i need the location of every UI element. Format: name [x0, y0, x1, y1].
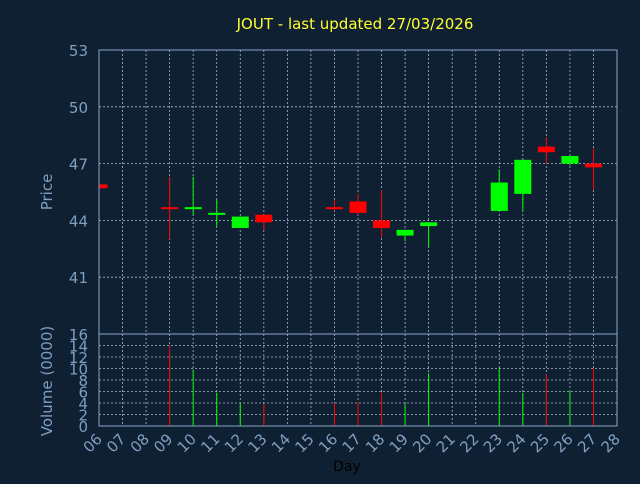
- volume-y-tick-label: 4: [78, 395, 88, 413]
- volume-y-tick-label: 14: [69, 338, 88, 356]
- x-tick-label: 20: [409, 430, 435, 456]
- volume-y-tick-label: 12: [69, 349, 88, 367]
- candle-body: [161, 207, 179, 210]
- x-tick-label: 24: [503, 430, 529, 456]
- volume-bars: [169, 345, 594, 426]
- candle-body: [373, 220, 391, 228]
- x-tick-label: 28: [598, 430, 624, 456]
- price-y-tick-label: 47: [69, 156, 88, 174]
- candle-body: [537, 146, 555, 153]
- x-tick-label: 07: [103, 430, 129, 456]
- candle-body: [231, 216, 249, 228]
- x-tick-label: 15: [292, 430, 318, 456]
- price-y-tick-label: 44: [69, 212, 88, 230]
- chart-title: JOUT - last updated 27/03/2026: [236, 15, 474, 33]
- price-y-tick-label: 53: [69, 42, 88, 60]
- x-tick-label: 26: [551, 430, 577, 456]
- x-tick-label: 08: [127, 430, 153, 456]
- candle-body: [99, 184, 108, 189]
- x-tick-label: 12: [221, 430, 247, 456]
- volume-y-tick-label: 8: [78, 372, 88, 390]
- x-tick-label: 11: [197, 430, 223, 456]
- x-tick-label: 19: [386, 430, 412, 456]
- x-tick-label: 09: [150, 430, 176, 456]
- x-axis-label: Day: [333, 459, 361, 475]
- price-y-tick-label: 50: [69, 99, 88, 117]
- x-tick-label: 25: [527, 430, 553, 456]
- x-ticks: 0607080910111213141516171819202122232425…: [80, 430, 624, 456]
- volume-y-tick-label: 10: [69, 361, 88, 379]
- candle-body: [584, 163, 602, 168]
- price-y-label: Price: [38, 174, 56, 211]
- candle-body: [490, 182, 508, 211]
- x-tick-label: 21: [433, 430, 459, 456]
- volume-y-tick-label: 0: [78, 418, 88, 436]
- candle-body: [208, 212, 226, 215]
- x-tick-label: 10: [174, 430, 200, 456]
- volume-y-tick-label: 16: [69, 326, 88, 344]
- candle-body: [349, 201, 367, 213]
- x-tick-label: 22: [456, 430, 482, 456]
- volume-frame: [98, 333, 618, 427]
- candle-body: [514, 159, 532, 194]
- candle-body: [255, 214, 273, 223]
- price-y-tick-label: 41: [69, 269, 88, 287]
- candle-body: [420, 222, 438, 227]
- x-tick-label: 18: [362, 430, 388, 456]
- candle-body: [184, 207, 202, 210]
- x-tick-label: 14: [268, 430, 294, 456]
- candle-body: [561, 156, 579, 164]
- price-candles: [98, 137, 602, 247]
- x-tick-label: 16: [315, 430, 341, 456]
- price-y-ticks: 41 44 47 50 53: [69, 42, 88, 287]
- volume-y-label: Volume (0000): [38, 326, 56, 436]
- x-tick-label: 23: [480, 430, 506, 456]
- x-tick-label: 13: [244, 430, 270, 456]
- x-tick-label: 27: [574, 430, 600, 456]
- candle-body: [396, 229, 414, 236]
- x-tick-label: 17: [339, 430, 365, 456]
- price-grid: [99, 50, 617, 334]
- volume-plot-frame: [98, 333, 618, 427]
- candle-body: [325, 207, 343, 210]
- volume-y-tick-label: 6: [78, 384, 88, 402]
- volume-y-tick-label: 2: [78, 407, 88, 425]
